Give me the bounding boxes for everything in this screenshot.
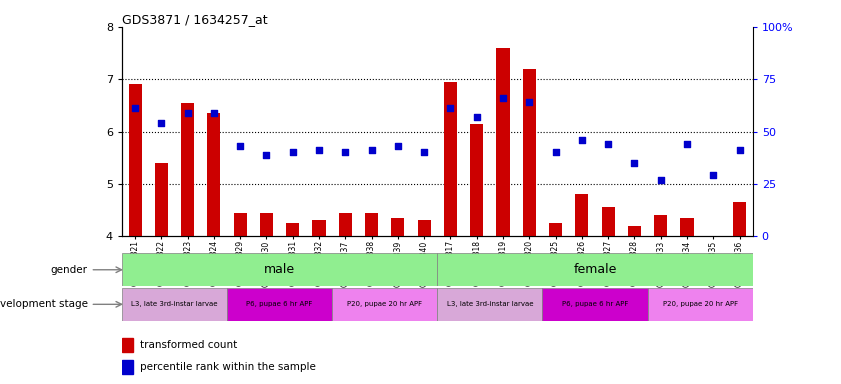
Point [575,137,589,143]
Point [365,147,378,154]
Bar [227,288,332,321]
Point [601,141,615,147]
Bar [286,223,299,236]
Point [181,109,194,116]
Text: transformed count: transformed count [140,340,237,350]
Bar [680,218,694,236]
Bar [523,69,536,236]
Point [286,149,299,156]
Point [706,172,720,179]
Point [549,149,563,156]
Point [129,106,142,112]
Bar [654,215,667,236]
Point [522,99,536,105]
Text: P6, pupae 6 hr APF: P6, pupae 6 hr APF [562,301,628,307]
Text: L3, late 3rd-instar larvae: L3, late 3rd-instar larvae [131,301,218,307]
Bar [260,213,273,236]
Bar [122,338,133,352]
Text: male: male [264,263,295,276]
Point [627,160,641,166]
Point [155,120,168,126]
Bar [332,288,437,321]
Point [339,149,352,156]
Bar [339,213,352,236]
Point [680,141,694,147]
Point [654,177,668,183]
Point [444,106,458,112]
Bar [129,84,141,236]
Bar [122,360,133,374]
Bar [470,124,484,236]
Bar [444,82,457,236]
Point [733,147,746,154]
Point [470,114,484,120]
Point [391,143,405,149]
Bar [208,113,220,236]
Bar [628,226,641,236]
Bar [122,288,227,321]
Bar [733,202,746,236]
Bar [549,223,562,236]
Text: GDS3871 / 1634257_at: GDS3871 / 1634257_at [122,13,267,26]
Bar [418,220,431,236]
Bar [496,48,510,236]
Point [312,147,325,154]
Text: gender: gender [50,265,87,275]
Point [417,149,431,156]
Text: female: female [574,263,616,276]
Bar [122,253,437,286]
Point [207,109,220,116]
Bar [365,213,378,236]
Point [234,143,247,149]
Text: P20, pupae 20 hr APF: P20, pupae 20 hr APF [347,301,422,307]
Bar [181,103,194,236]
Text: L3, late 3rd-instar larvae: L3, late 3rd-instar larvae [447,301,533,307]
Bar [575,194,589,236]
Bar [234,213,246,236]
Text: percentile rank within the sample: percentile rank within the sample [140,362,315,372]
Bar [313,220,325,236]
Text: development stage: development stage [0,299,87,310]
Bar [648,288,753,321]
Bar [391,218,405,236]
Text: P6, pupae 6 hr APF: P6, pupae 6 hr APF [246,301,313,307]
Text: P20, pupae 20 hr APF: P20, pupae 20 hr APF [663,301,738,307]
Bar [542,288,648,321]
Bar [601,207,615,236]
Bar [437,253,753,286]
Point [260,151,273,157]
Bar [155,163,168,236]
Point [496,95,510,101]
Bar [437,288,542,321]
